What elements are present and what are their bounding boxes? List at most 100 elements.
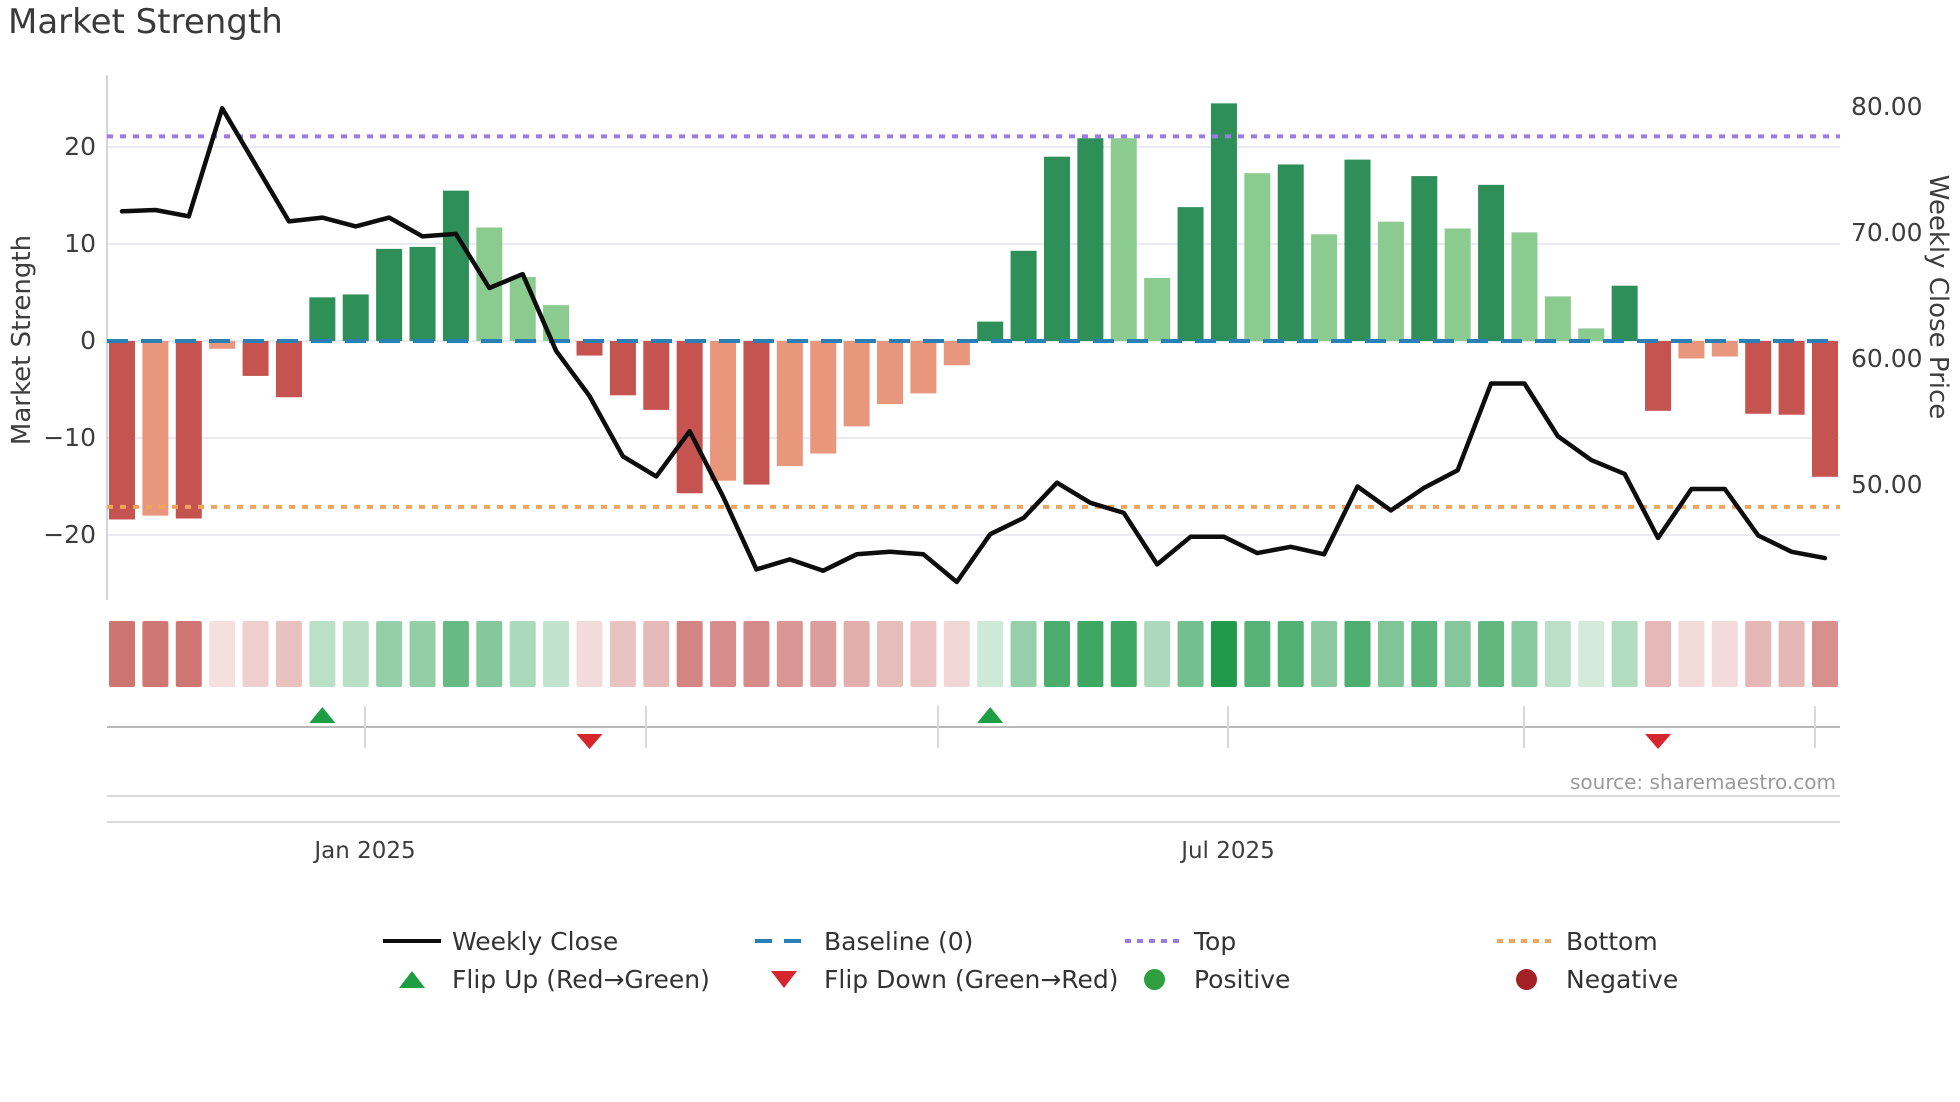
strength-bar xyxy=(409,246,436,341)
strength-bar xyxy=(543,305,570,341)
heatmap-cell xyxy=(676,621,703,687)
heatmap-cell xyxy=(910,621,937,687)
legend-item-flip-down: Flip Down (Green→Red) xyxy=(755,963,1119,995)
flip-up-triangle-icon xyxy=(399,970,425,988)
strength-bar xyxy=(509,276,536,341)
heatmap-cell xyxy=(1311,621,1338,687)
strength-bar xyxy=(1010,250,1037,341)
flip-up-marker xyxy=(309,707,336,723)
heatmap-cell xyxy=(376,621,403,687)
strength-bar xyxy=(442,190,469,341)
left-tick-neg10: −10 xyxy=(43,423,96,452)
heatmap-cell xyxy=(1444,621,1471,687)
strength-bar xyxy=(309,297,336,341)
strength-bar xyxy=(843,341,870,427)
strength-bar xyxy=(1110,138,1137,341)
heatmap-cell xyxy=(1411,621,1438,687)
right-tick-70: 70.00 xyxy=(1851,218,1923,247)
legend-label-bottom: Bottom xyxy=(1566,926,1658,956)
strength-bar xyxy=(943,341,970,366)
heatmap-cell xyxy=(1611,621,1638,687)
legend-item-negative: Negative xyxy=(1497,963,1678,995)
heatmap-cell xyxy=(1678,621,1705,687)
strength-bar xyxy=(1277,164,1304,341)
right-tick-80: 80.00 xyxy=(1851,92,1923,121)
strength-bar xyxy=(576,341,603,356)
strength-bar xyxy=(1077,138,1104,341)
heatmap-cell xyxy=(543,621,570,687)
heatmap-cell xyxy=(242,621,269,687)
heatmap-cell xyxy=(576,621,603,687)
heatmap-cell xyxy=(342,621,369,687)
strength-bar xyxy=(1210,103,1237,341)
strength-bar xyxy=(676,341,703,494)
strength-bar xyxy=(342,294,369,341)
strength-bar xyxy=(1778,341,1805,415)
weekly-close-line-icon xyxy=(383,939,441,943)
legend-item-flip-up: Flip Up (Red→Green) xyxy=(383,963,710,995)
heatmap-cell xyxy=(1711,621,1738,687)
strength-bar xyxy=(1244,173,1271,341)
heatmap-cell xyxy=(643,621,670,687)
xtick-jul-2025: Jul 2025 xyxy=(1181,838,1275,864)
source-attribution: source: sharemaestro.com xyxy=(1570,770,1836,794)
heatmap-cell xyxy=(1077,621,1104,687)
strength-bar xyxy=(109,341,135,520)
strength-bar xyxy=(1344,159,1371,341)
heatmap-cell xyxy=(309,621,336,687)
right-tick-50: 50.00 xyxy=(1851,470,1923,499)
strength-bar xyxy=(1177,207,1204,341)
heatmap-cell xyxy=(877,621,904,687)
strength-bar xyxy=(1511,232,1538,341)
heatmap-cell xyxy=(1210,621,1237,687)
strength-bar xyxy=(1444,228,1471,341)
left-axis-title: Market Strength xyxy=(7,234,37,446)
legend-item-baseline: Baseline (0) xyxy=(755,925,973,957)
heatmap-cell xyxy=(476,621,503,687)
strength-bar xyxy=(810,341,837,454)
left-tick-20: 20 xyxy=(64,132,96,161)
heatmap-cell xyxy=(1745,621,1772,687)
right-tick-60: 60.00 xyxy=(1851,344,1923,373)
top-dotted-icon xyxy=(1125,939,1183,943)
heatmap-cell xyxy=(1812,621,1838,687)
strength-bar xyxy=(242,341,269,376)
heatmap-cell xyxy=(843,621,870,687)
legend-label-weekly-close: Weekly Close xyxy=(452,926,619,956)
heatmap-cell xyxy=(1277,621,1304,687)
heatmap-cell xyxy=(1244,621,1271,687)
xtick-jan-2025: Jan 2025 xyxy=(314,838,416,864)
heatmap-cell xyxy=(977,621,1004,687)
heatmap-cell xyxy=(175,621,202,687)
strength-bar xyxy=(1411,176,1438,341)
flip-down-triangle-icon xyxy=(771,970,797,988)
strength-bar xyxy=(743,341,770,485)
heatmap-cell xyxy=(1578,621,1605,687)
heatmap-cell xyxy=(109,621,135,687)
heatmap-cell xyxy=(209,621,236,687)
heatmap-cell xyxy=(142,621,169,687)
heatmap-cell xyxy=(1344,621,1371,687)
heatmap-cell xyxy=(943,621,970,687)
heatmap-cell xyxy=(1778,621,1805,687)
strength-bar xyxy=(1812,341,1838,477)
heatmap-cell xyxy=(743,621,770,687)
legend-label-flip-down: Flip Down (Green→Red) xyxy=(824,964,1119,994)
strength-bar xyxy=(910,341,937,394)
strength-bar xyxy=(376,248,403,341)
legend-label-flip-up: Flip Up (Red→Green) xyxy=(452,964,710,994)
left-tick-neg20: −20 xyxy=(43,520,96,549)
flip-down-marker xyxy=(1645,734,1672,749)
strength-bar xyxy=(1678,341,1705,359)
strength-bar xyxy=(1144,277,1171,341)
legend-item-weekly-close: Weekly Close xyxy=(383,925,618,957)
heatmap-cell xyxy=(1110,621,1137,687)
negative-dot-icon xyxy=(1515,968,1537,990)
strength-bar xyxy=(1478,184,1505,341)
heatmap-cell xyxy=(810,621,837,687)
legend-label-top: Top xyxy=(1194,926,1237,956)
strength-bar xyxy=(643,341,670,410)
heatmap-cell xyxy=(275,621,302,687)
